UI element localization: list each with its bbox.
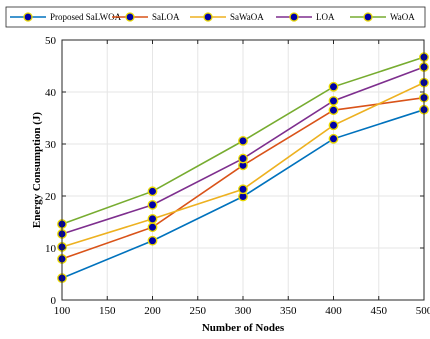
legend-label: Proposed SaLWOA xyxy=(50,12,122,22)
legend-marker xyxy=(23,12,33,22)
legend-marker xyxy=(363,12,373,22)
legend-label: SaWaOA xyxy=(230,12,264,22)
legend-label: WaOA xyxy=(390,12,415,22)
y-tick-label: 30 xyxy=(45,139,57,151)
x-tick-label: 450 xyxy=(371,305,388,317)
legend-marker xyxy=(203,12,213,22)
data-point xyxy=(328,95,339,106)
data-point xyxy=(238,153,248,164)
legend-label: LOA xyxy=(316,12,335,22)
data-point xyxy=(328,133,339,144)
legend-label: SaLOA xyxy=(152,12,180,22)
data-point xyxy=(147,199,158,210)
x-tick-label: 350 xyxy=(280,305,297,317)
x-tick-label: 150 xyxy=(99,305,116,317)
x-tick-label: 200 xyxy=(144,305,161,317)
x-tick-label: 500 xyxy=(416,305,430,317)
y-axis-title: Energy Consumption (J) xyxy=(31,112,43,228)
data-point xyxy=(147,186,158,197)
x-tick-label: 300 xyxy=(235,305,252,317)
y-tick-label: 40 xyxy=(45,87,57,99)
legend-marker xyxy=(125,12,135,22)
data-point xyxy=(147,235,158,246)
legend: Proposed SaLWOA SaLOA SaWaOA LOA WaOA xyxy=(5,6,426,28)
y-tick-label: 0 xyxy=(51,295,57,307)
y-tick-label: 50 xyxy=(45,35,57,47)
data-point xyxy=(238,184,248,195)
legend-marker xyxy=(289,12,299,22)
legend-entry: Proposed SaLWOA xyxy=(10,12,122,22)
x-tick-label: 400 xyxy=(325,305,342,317)
data-point xyxy=(147,222,158,233)
data-point xyxy=(147,213,158,224)
series-layer xyxy=(57,52,429,284)
legend-entry: SaWaOA xyxy=(190,12,264,22)
data-point xyxy=(328,81,339,92)
legend-entry: WaOA xyxy=(350,12,415,22)
data-point xyxy=(238,135,248,146)
x-axis-title: Number of Nodes xyxy=(202,322,285,334)
series-1 xyxy=(57,104,429,284)
x-tick-label: 250 xyxy=(190,305,207,317)
y-tick-label: 10 xyxy=(45,243,57,255)
y-tick-label: 20 xyxy=(45,191,57,203)
series-5 xyxy=(57,52,429,229)
data-point xyxy=(328,105,339,116)
legend-entry: SaLOA xyxy=(112,12,180,22)
series-4 xyxy=(57,62,429,239)
data-point xyxy=(328,120,339,131)
axes: 100 150 200 250 300 350 400 450 500 0 10 20 30 40 50 xyxy=(45,35,430,317)
x-tick-label: 100 xyxy=(54,305,71,317)
legend-entry: LOA xyxy=(276,12,335,22)
